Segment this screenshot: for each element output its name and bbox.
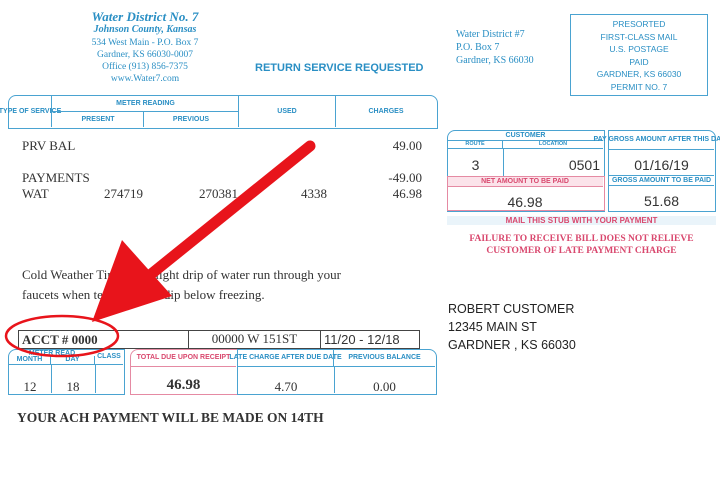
- net-amount-value: 46.98: [507, 194, 543, 210]
- postage-line: PRESORTED: [612, 19, 666, 29]
- tip-line1: Cold Weather Tip: Let a slight drip of w…: [22, 267, 341, 282]
- day-value: 18: [66, 379, 80, 394]
- location-value: 0501: [568, 157, 600, 173]
- customer-street: 12345 MAIN ST: [448, 320, 537, 334]
- highlight-circle-icon: [4, 314, 120, 358]
- account-number: ACCT # 0000: [22, 332, 98, 347]
- month-label: MONTH: [9, 356, 51, 365]
- postage-line: GARDNER, KS 66030: [596, 69, 682, 79]
- net-amount-box: NET AMOUNT TO BE PAID 46.98: [446, 176, 605, 211]
- charges-header: CHARGES: [368, 107, 404, 115]
- row-previous: 270381: [199, 186, 238, 201]
- website: www.Water7.com: [110, 74, 180, 84]
- return-addr-line: Gardner, KS 66030: [456, 55, 534, 66]
- failure-notice-2: CUSTOMER OF LATE PAYMENT CHARGE: [486, 246, 677, 256]
- row-charges: 46.98: [392, 186, 422, 201]
- location-label: LOCATION: [503, 141, 603, 149]
- return-addr-line: P.O. Box 7: [456, 42, 500, 53]
- postage-indicia: PRESORTED FIRST-CLASS MAIL U.S. POSTAGE …: [570, 14, 708, 96]
- county: Johnson County, Kansas: [93, 24, 197, 35]
- row-type: PAYMENTS: [22, 170, 90, 185]
- late-charge-label: LATE CHARGE AFTER DUE DATE: [229, 350, 342, 367]
- meter-read-box: METER READ MONTH DAY CLASS 12 18: [8, 349, 125, 395]
- total-due-label: TOTAL DUE UPON RECEIPT: [131, 350, 236, 367]
- meter-reading-header: METER READING: [53, 96, 239, 112]
- route-value: 3: [471, 157, 480, 173]
- used-header: USED: [239, 96, 336, 127]
- present-header: PRESENT: [53, 112, 144, 127]
- row-type: WAT: [22, 186, 49, 201]
- row-present: 274719: [104, 186, 143, 201]
- net-amount-label: NET AMOUNT TO BE PAID: [447, 177, 603, 187]
- failure-notice-1: FAILURE TO RECEIVE BILL DOES NOT RELIEVE: [469, 234, 694, 244]
- postage-line: PAID: [629, 56, 649, 67]
- customer-city: GARDNER , KS 66030: [448, 338, 576, 352]
- total-due-value: 46.98: [166, 377, 201, 393]
- office-phone: Office (913) 856-7375: [102, 62, 188, 72]
- customer-box: CUSTOMER ROUTE LOCATION 3 0501 NET AMOUN…: [446, 130, 605, 212]
- customer-name: ROBERT CUSTOMER: [448, 302, 575, 316]
- pay-gross-date: 01/16/19: [634, 157, 689, 173]
- return-service: RETURN SERVICE REQUESTED: [255, 62, 424, 74]
- prev-balance-label: PREVIOUS BALANCE: [334, 350, 435, 367]
- city: Gardner, KS 66030-0007: [97, 50, 193, 60]
- gross-amount-label: GROSS AMOUNT TO BE PAID: [609, 175, 714, 186]
- late-charge-value: 4.70: [274, 379, 298, 394]
- district-name: Water District No. 7: [91, 9, 199, 24]
- month-value: 12: [23, 379, 37, 394]
- class-label: CLASS: [95, 350, 123, 365]
- late-prev-box: LATE CHARGE AFTER DUE DATE PREVIOUS BALA…: [229, 349, 437, 395]
- return-addr-line: Water District #7: [456, 29, 525, 40]
- row-type: PRV BAL: [22, 138, 76, 153]
- row-charges: 49.00: [392, 138, 422, 153]
- pay-gross-label: PAY GROSS AMOUNT AFTER THIS DATE: [593, 131, 720, 150]
- row-used: 4338: [301, 186, 327, 201]
- postage-line: PERMIT NO. 7: [610, 81, 668, 92]
- previous-header: PREVIOUS: [144, 112, 239, 127]
- ach-notice: YOUR ACH PAYMENT WILL BE MADE ON 14TH: [17, 410, 324, 425]
- gross-box: PAY GROSS AMOUNT AFTER THIS DATE 01/16/1…: [593, 130, 720, 212]
- charges-table-header: TYPE OF SERVICE METER READING PRESENT PR…: [0, 95, 438, 129]
- mail-stub-notice: MAIL THIS STUB WITH YOUR PAYMENT: [447, 216, 716, 225]
- day-label: DAY: [51, 356, 95, 365]
- prev-balance-value: 0.00: [373, 379, 396, 394]
- meter-read-label: METER READ: [28, 349, 76, 357]
- type-header: TYPE OF SERVICE: [0, 96, 61, 127]
- row-charges: -49.00: [388, 170, 422, 185]
- customer-label: CUSTOMER: [448, 131, 603, 141]
- red-arrow-icon: [92, 140, 316, 322]
- address: 534 West Main - P.O. Box 7: [91, 38, 199, 48]
- account-row: ACCT # 0000 00000 W 151ST 11/20 - 12/18: [18, 330, 420, 349]
- billing-period: 11/20 - 12/18: [324, 332, 400, 347]
- postage-line: U.S. POSTAGE: [609, 44, 669, 54]
- route-label: ROUTE: [448, 141, 503, 149]
- postage-line: FIRST-CLASS MAIL: [600, 31, 678, 42]
- gross-amount-value: 51.68: [643, 193, 680, 209]
- service-address: 00000 W 151ST: [188, 330, 321, 348]
